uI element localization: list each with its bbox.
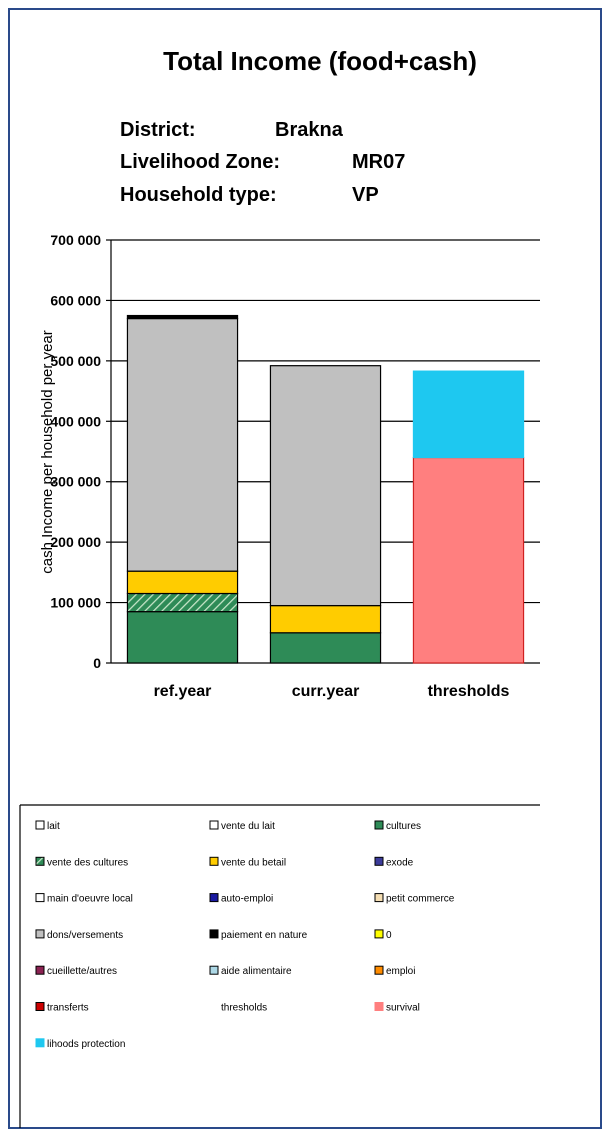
legend-label: paiement en nature	[221, 930, 308, 941]
legend-label: vente des cultures	[47, 857, 128, 868]
y-tick-label: 400 000	[50, 413, 101, 429]
legend-label: 0	[386, 930, 392, 941]
legend-label: dons/versements	[47, 930, 123, 941]
bar-segment	[269, 604, 382, 634]
legend-label: cultures	[386, 821, 421, 832]
legend-label: petit commerce	[386, 894, 455, 905]
legend: lait vente du lait cultures vente des cultu…	[35, 820, 455, 1050]
legend-label: thresholds	[221, 1003, 267, 1014]
bars	[126, 314, 525, 664]
bar-segment	[412, 456, 525, 664]
legend-label: emploi	[386, 966, 415, 977]
legend-label: auto-emploi	[221, 894, 273, 905]
y-axis-label: cash Income per household per year	[39, 330, 56, 573]
household-type-value: VP	[352, 184, 379, 206]
legend-swatch	[35, 893, 45, 903]
bar-segment	[126, 592, 239, 613]
legend-label: cueillette/autres	[47, 966, 117, 977]
bar-segment	[412, 370, 525, 459]
legend-label: transferts	[47, 1003, 89, 1014]
district-label: District:	[120, 119, 196, 141]
bar-segment	[126, 570, 239, 595]
x-tick-label: thresholds	[428, 683, 510, 700]
legend-label: vente du betail	[221, 857, 286, 868]
legend-label: lait	[47, 821, 60, 832]
legend-swatch	[35, 929, 45, 939]
legend-swatch	[35, 820, 45, 830]
legend-swatch	[209, 893, 219, 903]
legend-swatch	[374, 929, 384, 939]
legend-swatch	[374, 1002, 384, 1011]
household-type-label: Household type:	[120, 184, 277, 206]
y-tick-label: 100 000	[50, 595, 101, 611]
legend-label: main d'oeuvre local	[47, 894, 133, 905]
bar-segment	[269, 632, 382, 664]
y-tick-label: 700 000	[50, 232, 101, 248]
x-tick-label: ref.year	[154, 683, 212, 700]
legend-swatch	[35, 965, 45, 975]
y-tick-label: 500 000	[50, 353, 101, 369]
legend-label: exode	[386, 857, 414, 868]
bar-segment	[126, 611, 239, 664]
legend-swatch	[35, 1038, 45, 1048]
bar-segment	[126, 314, 239, 320]
y-ticks: 0 100 000 200 000 300 000 400 000 500 000 600 …	[50, 232, 111, 671]
legend-swatch	[35, 856, 45, 866]
y-tick-label: 0	[93, 655, 101, 671]
legend-swatch	[209, 820, 219, 830]
district-value: Brakna	[275, 119, 344, 141]
legend-swatch	[209, 929, 219, 939]
x-tick-labels: ref.year curr.year thresholds	[154, 683, 510, 700]
chart-title: Total Income (food+cash)	[163, 46, 477, 76]
legend-swatch	[374, 965, 384, 975]
legend-label: aide alimentaire	[221, 966, 292, 977]
legend-swatch	[35, 1002, 45, 1011]
livelihood-zone-value: MR07	[352, 151, 405, 173]
bar-segment	[269, 365, 382, 607]
legend-swatch	[374, 893, 384, 903]
legend-swatch	[209, 856, 219, 866]
y-tick-label: 200 000	[50, 534, 101, 550]
legend-label: lihoods protection	[47, 1039, 125, 1050]
x-tick-label: curr.year	[292, 683, 360, 700]
legend-swatch	[209, 965, 219, 975]
y-tick-label: 600 000	[50, 292, 101, 308]
y-tick-label: 300 000	[50, 474, 101, 490]
legend-swatch	[374, 820, 384, 830]
livelihood-zone-label: Livelihood Zone:	[120, 151, 280, 173]
legend-label: survival	[386, 1003, 420, 1014]
bar-segment	[126, 317, 239, 572]
legend-swatch	[374, 856, 384, 866]
legend-label: vente du lait	[221, 821, 275, 832]
